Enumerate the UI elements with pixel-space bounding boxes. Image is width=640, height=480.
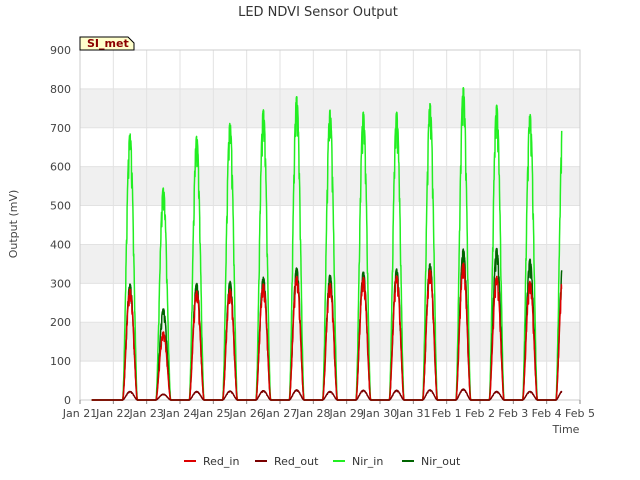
x-tick-label: Feb 4 <box>532 407 562 420</box>
y-tick-label: 100 <box>50 355 71 368</box>
y-tick-label: 400 <box>50 238 71 251</box>
legend: Red_in Red_out Nir_in Nir_out <box>184 455 461 468</box>
y-tick-label: 300 <box>50 277 71 290</box>
y-tick-label: 800 <box>50 83 71 96</box>
legend-item-nir-out: Nir_out <box>402 455 461 468</box>
legend-label: Nir_in <box>352 455 383 468</box>
y-tick-label: 900 <box>50 44 71 57</box>
legend-item-nir-in: Nir_in <box>333 455 383 468</box>
y-tick-label: 700 <box>50 122 71 135</box>
x-tick-label: Feb 5 <box>565 407 595 420</box>
grid-band <box>80 50 580 89</box>
x-tick-label: Jan 29 <box>328 407 363 420</box>
x-tick-label: Feb 3 <box>498 407 528 420</box>
x-tick-label: Jan 26 <box>228 407 263 420</box>
x-tick-label: Feb 1 <box>432 407 462 420</box>
x-tick-label: Jan 25 <box>195 407 230 420</box>
x-tick-label: Jan 22 <box>95 407 130 420</box>
site-badge: SI_met <box>79 36 135 51</box>
x-tick-label: Feb 2 <box>465 407 495 420</box>
grid-band <box>80 322 580 362</box>
grid-band <box>80 361 580 400</box>
grid-band <box>80 205 580 245</box>
x-tick-label: Jan 24 <box>162 407 197 420</box>
plot-area <box>79 49 581 401</box>
y-tick-label: 500 <box>50 200 71 213</box>
x-tick-label: Jan 27 <box>262 407 297 420</box>
series-group <box>91 87 563 401</box>
badge-label: SI_met <box>87 37 129 50</box>
x-tick-label: Jan 23 <box>128 407 163 420</box>
legend-label: Nir_out <box>421 455 461 468</box>
x-tick-label: Jan 21 <box>62 407 97 420</box>
x-tick-label: Jan 28 <box>295 407 330 420</box>
legend-item-red-out: Red_out <box>255 455 319 468</box>
badge-box <box>79 36 135 51</box>
y-axis-label: Output (mV) <box>7 190 20 259</box>
y-tick-label: 0 <box>64 394 71 407</box>
legend-item-red-in: Red_in <box>184 455 239 468</box>
x-axis-label: Time <box>552 423 580 436</box>
legend-label: Red_in <box>203 455 239 468</box>
x-tick-label: Jan 31 <box>395 407 430 420</box>
legend-label: Red_out <box>274 455 319 468</box>
grid-bands <box>80 50 580 400</box>
y-tick-label: 200 <box>50 316 71 329</box>
series-line-red-out <box>91 388 563 401</box>
chart-title: LED NDVI Sensor Output <box>238 5 398 20</box>
x-tick-label: Jan 30 <box>362 407 397 420</box>
y-tick-label: 600 <box>50 161 71 174</box>
grid-band <box>80 166 580 206</box>
y-axis: 0 100 200 300 400 500 600 700 800 900 <box>50 44 71 407</box>
